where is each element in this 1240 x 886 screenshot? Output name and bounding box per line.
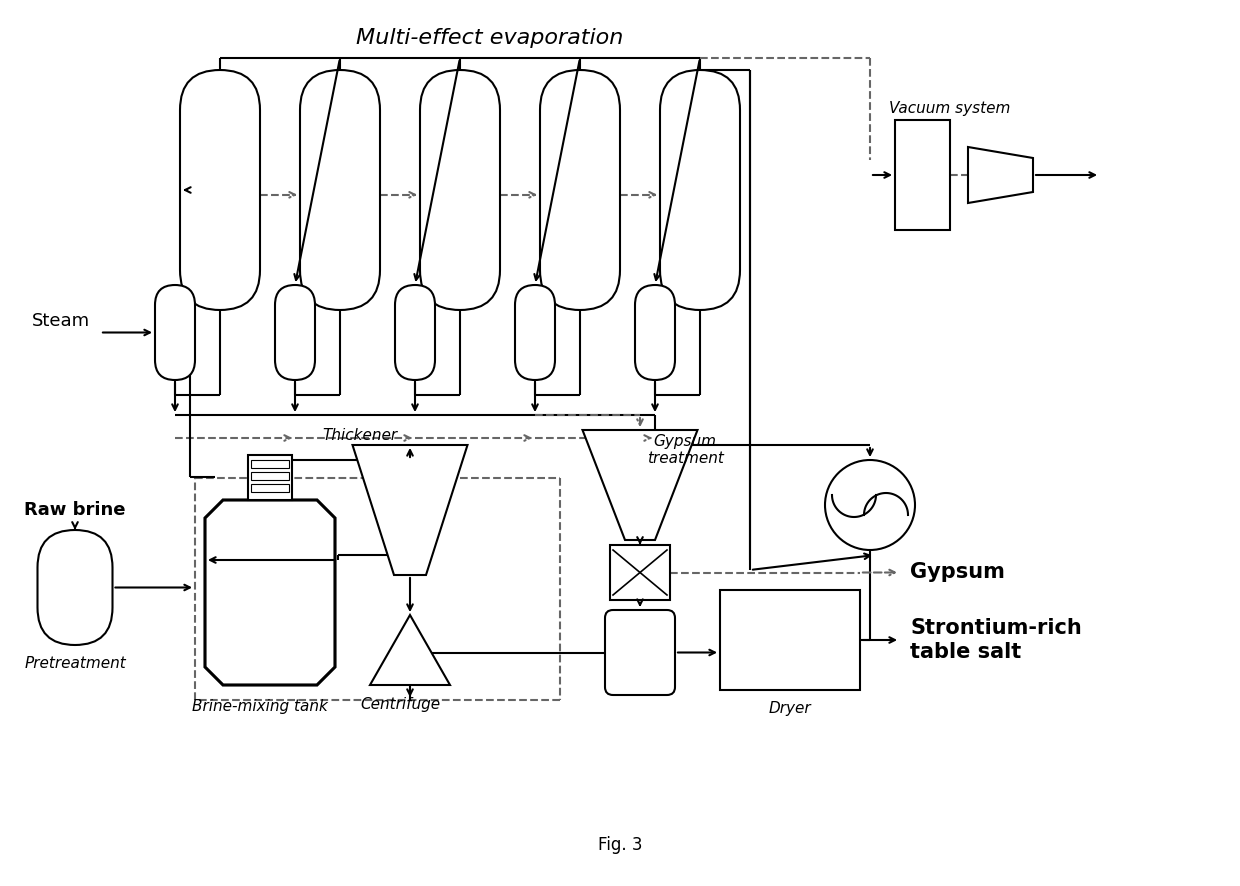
FancyBboxPatch shape — [420, 70, 500, 310]
Bar — [250, 472, 289, 480]
Text: Strontium-rich: Strontium-rich — [910, 618, 1081, 638]
Text: Gypsum: Gypsum — [910, 563, 1004, 582]
Polygon shape — [968, 147, 1033, 203]
FancyBboxPatch shape — [396, 285, 435, 380]
FancyBboxPatch shape — [180, 70, 260, 310]
Bar — [250, 460, 289, 468]
Bar — [610, 545, 670, 600]
FancyBboxPatch shape — [300, 70, 379, 310]
Polygon shape — [370, 615, 450, 685]
Text: Gypsum
treatment: Gypsum treatment — [646, 434, 723, 466]
FancyBboxPatch shape — [539, 70, 620, 310]
FancyBboxPatch shape — [635, 285, 675, 380]
Polygon shape — [583, 430, 697, 540]
FancyBboxPatch shape — [660, 70, 740, 310]
Bar — [895, 120, 950, 230]
Text: Fig. 3: Fig. 3 — [598, 836, 642, 854]
Text: Raw brine: Raw brine — [25, 501, 125, 519]
Bar — [250, 484, 289, 492]
Circle shape — [825, 460, 915, 550]
Polygon shape — [352, 445, 467, 575]
Text: table salt: table salt — [910, 642, 1022, 662]
Text: Brine-mixing tank: Brine-mixing tank — [192, 700, 327, 714]
Polygon shape — [205, 500, 335, 685]
Text: Thickener: Thickener — [322, 428, 398, 442]
Bar — [248, 455, 291, 500]
Text: Dryer: Dryer — [769, 701, 811, 716]
FancyBboxPatch shape — [155, 285, 195, 380]
Text: Pretreatment: Pretreatment — [24, 656, 126, 671]
FancyBboxPatch shape — [37, 530, 113, 645]
Text: Centrifuge: Centrifuge — [360, 697, 440, 712]
Bar — [720, 590, 861, 690]
Text: Steam: Steam — [32, 312, 91, 330]
FancyBboxPatch shape — [515, 285, 556, 380]
Text: Vacuum system: Vacuum system — [889, 100, 1011, 115]
FancyBboxPatch shape — [605, 610, 675, 695]
FancyBboxPatch shape — [275, 285, 315, 380]
Text: Multi-effect evaporation: Multi-effect evaporation — [356, 28, 624, 48]
